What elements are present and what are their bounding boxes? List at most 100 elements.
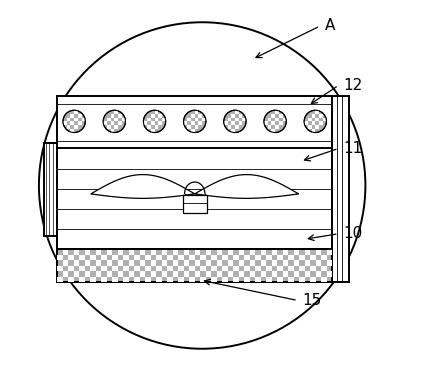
Bar	[147, 125, 151, 129]
Bar	[57, 276, 63, 282]
Bar	[305, 271, 310, 276]
Bar	[69, 276, 74, 282]
Bar	[184, 250, 189, 255]
Bar	[63, 250, 69, 255]
Bar	[85, 260, 90, 266]
Bar	[96, 250, 102, 255]
Bar	[145, 276, 151, 282]
Bar	[211, 266, 217, 271]
Bar	[202, 118, 206, 121]
Bar	[118, 271, 123, 276]
Bar	[261, 260, 266, 266]
Bar	[283, 250, 288, 255]
Bar	[244, 276, 250, 282]
Bar	[217, 250, 222, 255]
Bar	[107, 118, 111, 121]
Bar	[277, 255, 283, 260]
Bar	[74, 110, 78, 114]
Bar	[283, 260, 288, 266]
Bar	[162, 260, 167, 266]
Bar	[57, 266, 63, 271]
Bar	[222, 276, 228, 282]
Bar	[266, 255, 272, 260]
Bar	[200, 255, 206, 260]
Bar	[312, 114, 316, 118]
Bar	[145, 266, 151, 271]
Bar	[323, 118, 326, 121]
Bar	[173, 260, 178, 266]
Bar	[122, 118, 125, 121]
Bar	[82, 118, 85, 121]
Bar	[233, 276, 239, 282]
Bar	[299, 276, 305, 282]
Circle shape	[264, 110, 286, 132]
Bar	[107, 125, 111, 129]
Bar	[275, 125, 279, 129]
Bar	[189, 255, 195, 260]
Bar	[206, 250, 211, 255]
Bar	[111, 121, 114, 125]
Bar	[112, 255, 118, 260]
Bar	[69, 255, 74, 260]
Bar	[321, 255, 326, 260]
Bar	[279, 121, 283, 125]
Bar	[264, 121, 268, 125]
Bar	[57, 255, 63, 260]
Bar	[103, 121, 107, 125]
Bar	[200, 276, 206, 282]
Bar	[118, 121, 122, 125]
Bar	[228, 260, 233, 266]
Bar	[261, 271, 266, 276]
Bar	[299, 266, 305, 271]
Bar	[118, 260, 123, 266]
Bar	[288, 255, 293, 260]
Bar	[78, 114, 82, 118]
Bar	[293, 250, 299, 255]
Bar	[242, 118, 246, 121]
Bar	[156, 276, 162, 282]
Bar	[271, 129, 275, 132]
Bar	[272, 271, 277, 276]
Bar	[70, 114, 74, 118]
Bar	[111, 129, 114, 132]
Text: 11: 11	[343, 141, 362, 156]
Bar	[189, 266, 195, 271]
Bar	[321, 266, 326, 271]
Bar	[206, 260, 211, 266]
Polygon shape	[91, 175, 195, 198]
Bar	[140, 271, 145, 276]
Bar	[67, 125, 70, 129]
Bar	[112, 266, 118, 271]
Bar	[293, 260, 299, 266]
Bar	[235, 110, 239, 114]
Bar	[326, 271, 332, 276]
Bar	[231, 114, 235, 118]
Bar	[195, 250, 200, 255]
Circle shape	[143, 110, 166, 132]
Bar	[151, 129, 155, 132]
Bar	[114, 110, 118, 114]
Bar	[250, 250, 255, 255]
Bar	[316, 118, 319, 121]
Bar	[275, 110, 279, 114]
Bar	[217, 271, 222, 276]
Bar	[74, 125, 78, 129]
Bar	[266, 276, 272, 282]
Bar	[102, 266, 107, 271]
Bar	[310, 255, 316, 260]
Bar	[118, 114, 122, 118]
Bar	[78, 121, 82, 125]
Bar	[167, 255, 173, 260]
Bar	[195, 271, 200, 276]
Bar	[231, 121, 235, 125]
Bar	[235, 125, 239, 129]
Bar	[107, 250, 112, 255]
Circle shape	[63, 110, 85, 132]
Bar	[167, 276, 173, 282]
Bar	[231, 129, 235, 132]
Bar	[195, 260, 200, 266]
Bar	[63, 121, 67, 125]
Bar	[316, 125, 319, 129]
Bar	[79, 266, 85, 271]
Bar	[74, 250, 79, 255]
